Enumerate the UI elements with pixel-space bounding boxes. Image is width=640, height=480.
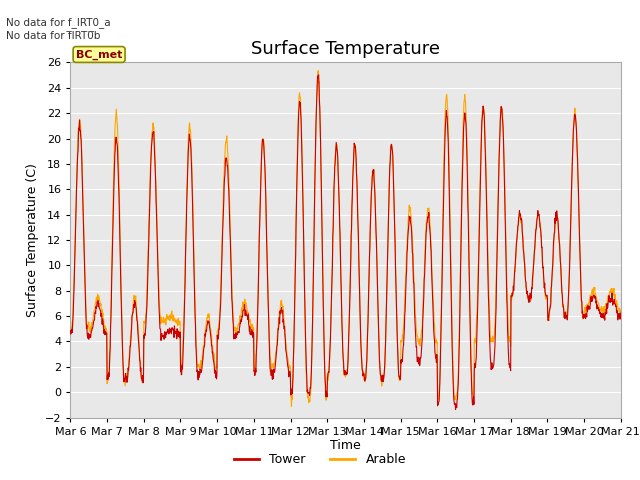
Y-axis label: Surface Temperature (C): Surface Temperature (C) (26, 163, 39, 317)
X-axis label: Time: Time (330, 439, 361, 453)
Text: No data for f̅IRT0̅b: No data for f̅IRT0̅b (6, 31, 100, 41)
Text: BC_met: BC_met (76, 49, 122, 60)
Legend: Tower, Arable: Tower, Arable (229, 448, 411, 471)
Title: Surface Temperature: Surface Temperature (251, 40, 440, 58)
Text: No data for f_IRT0_a: No data for f_IRT0_a (6, 17, 111, 28)
